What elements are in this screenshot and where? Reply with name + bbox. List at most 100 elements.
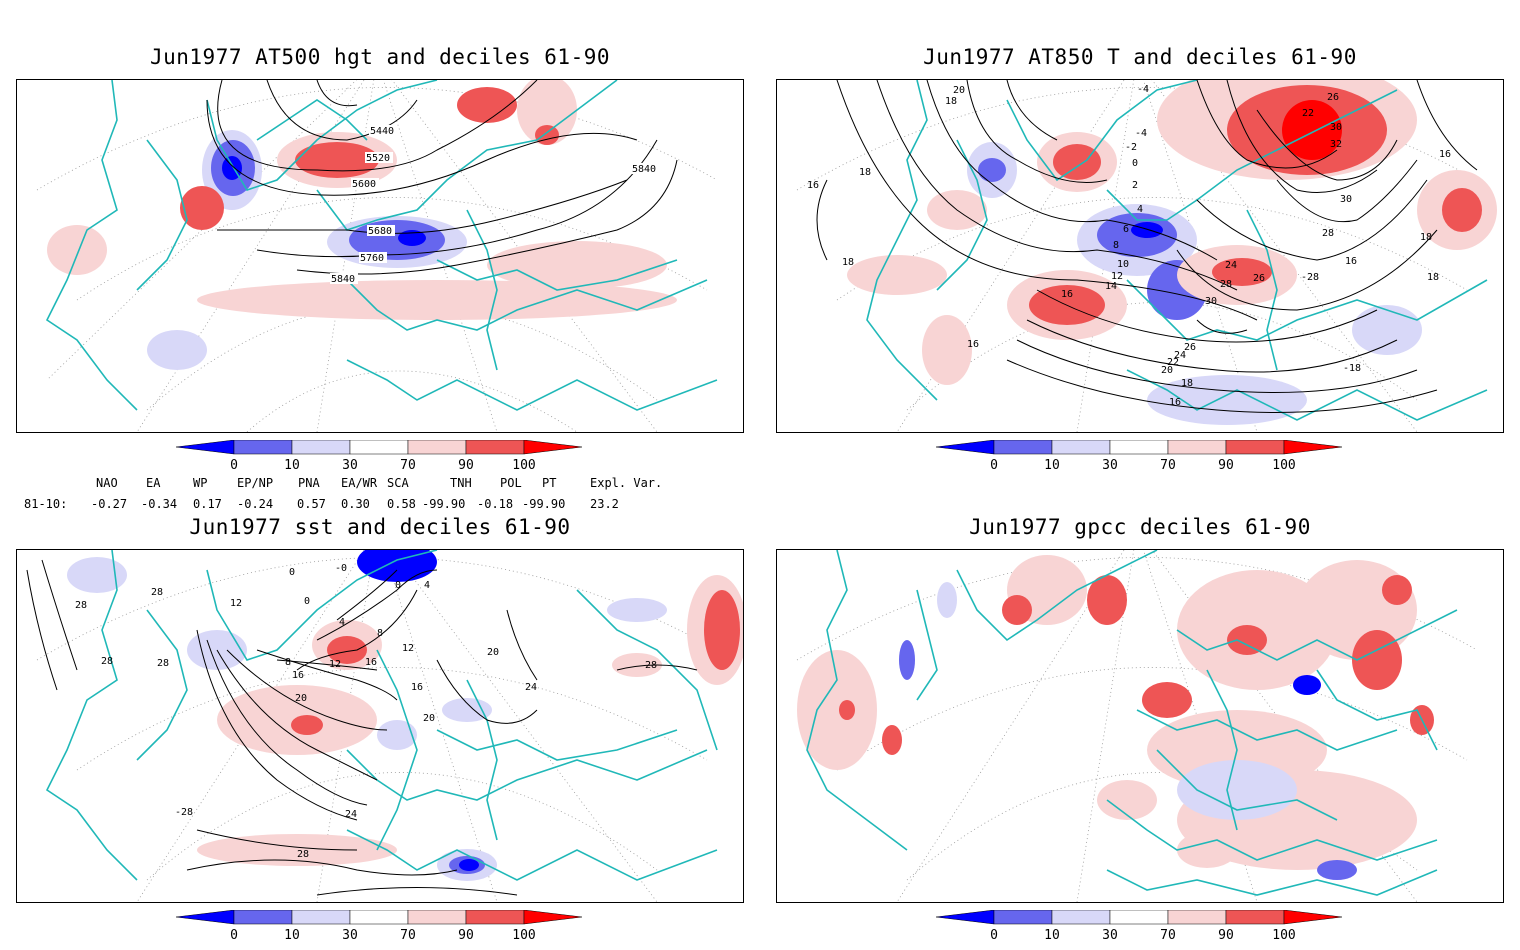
contour-label: 18	[945, 96, 957, 107]
colorbar-tick: 100	[1272, 458, 1296, 473]
panel4-title: Jun1977 gpcc deciles 61-90	[969, 515, 1311, 539]
colorbar-tick: 30	[342, 458, 358, 473]
colorbar-tick: 100	[512, 458, 536, 473]
map-panel-at500: 5440 5520 5600 5680 5760 5840 5840	[16, 79, 744, 433]
map-sst-svg: 28 12 0 0 -0 0 4 4 8 12 16 8 16 20 12 16…	[26, 550, 743, 902]
index-header: WP	[193, 476, 208, 490]
height-contours	[206, 80, 678, 275]
contour-label: 30	[1205, 296, 1217, 307]
colorbar-tick: 30	[1102, 458, 1118, 473]
colorbar-tick: 90	[1218, 928, 1234, 943]
contour-label: 4	[1137, 204, 1143, 215]
contour-label: 5440	[370, 126, 394, 137]
colorbar-swatches	[936, 440, 1343, 455]
contour-label: 14	[1105, 281, 1117, 292]
contour-label: 5840	[331, 274, 355, 285]
contour-label: -0	[335, 563, 347, 574]
index-value: -0.34	[141, 497, 178, 511]
index-value: 0.57	[297, 497, 326, 511]
contour-label: 16	[807, 180, 819, 191]
contour-label: 24	[525, 682, 537, 693]
colorbar-top-right: 0 10 30 70 90 100	[936, 440, 1356, 480]
contour-label: 8	[285, 657, 291, 668]
contour-label: 22	[1302, 108, 1314, 119]
colorbar-swatches	[176, 440, 583, 455]
colorbar-tick: 90	[458, 458, 474, 473]
index-value: -0.24	[237, 497, 274, 511]
colorbar-tick: 100	[1272, 928, 1296, 943]
index-value: -99.90	[422, 497, 466, 511]
contour-label: 24	[1174, 350, 1186, 361]
colorbar-tick: 0	[230, 458, 238, 473]
contour-label: -28	[175, 807, 193, 818]
panel3-title: Jun1977 sst and deciles 61-90	[189, 515, 571, 539]
map-panel-sst: 28 12 0 0 -0 0 4 4 8 12 16 8 16 20 12 16…	[16, 549, 744, 903]
contour-label: 28	[1322, 228, 1334, 239]
index-value: 0.17	[193, 497, 222, 511]
contour-label: 16	[1345, 256, 1357, 267]
colorbar-tick: 70	[1160, 928, 1176, 943]
contour-label: 16	[1439, 149, 1451, 160]
contour-label: 20	[953, 85, 965, 96]
contour-label: 28	[75, 600, 87, 611]
colorbar-tick: 70	[400, 458, 416, 473]
contour-label: 28	[151, 587, 163, 598]
contour-label: 28	[297, 849, 309, 860]
contour-label: 8	[1113, 240, 1119, 251]
contour-label: -28	[1301, 272, 1319, 283]
panel1-title: Jun1977 AT500 hgt and deciles 61-90	[149, 45, 610, 69]
contour-label: 0	[1132, 158, 1138, 169]
contour-label: 6	[1123, 224, 1129, 235]
contour-label: 16	[292, 670, 304, 681]
index-header: EP/NP	[237, 476, 274, 490]
map-at500-svg: 5440 5520 5600 5680 5760 5840 5840	[36, 80, 718, 432]
contour-label: 16	[1061, 289, 1073, 300]
colorbar-tick: 10	[284, 458, 300, 473]
colorbar-tick: 0	[990, 928, 998, 943]
contour-label: 5760	[360, 253, 384, 264]
contour-label: 10	[1117, 259, 1129, 270]
contour-label: 22	[1167, 357, 1179, 368]
contour-label: 26	[1184, 342, 1196, 353]
colorbar-tick: 100	[512, 928, 536, 943]
contour-label: 24	[1225, 260, 1237, 271]
contour-label: 5680	[368, 226, 392, 237]
colorbar-bottom-right: 0 10 30 70 90 100	[936, 910, 1356, 950]
contour-label: 12	[230, 598, 242, 609]
decile-shading	[847, 80, 1497, 425]
index-header: PNA	[298, 476, 320, 490]
map-gpcc-svg	[796, 550, 1478, 902]
contour-label: -4	[1135, 128, 1147, 139]
colorbar-tick: 70	[1160, 458, 1176, 473]
contour-label: 20	[295, 693, 307, 704]
colorbar-tick: 90	[458, 928, 474, 943]
contour-label: 28	[645, 660, 657, 671]
index-header: Expl. Var.	[590, 476, 663, 490]
colorbar-swatches	[176, 910, 583, 925]
map-panel-at850: 18 20 -4 22 26 -4 -2 0 2 4 6 8 10 12 14 …	[776, 79, 1504, 433]
colorbar-tick: 90	[1218, 458, 1234, 473]
contour-label: 0	[395, 580, 401, 591]
contour-label: 20	[487, 647, 499, 658]
contour-label: 28	[101, 656, 113, 667]
index-value: -0.27	[91, 497, 128, 511]
index-value: 0.58	[387, 497, 416, 511]
colorbar-tick: 0	[990, 458, 998, 473]
contour-label: 0	[304, 596, 310, 607]
contour-label: 18	[1181, 378, 1193, 389]
contour-label: 16	[967, 339, 979, 350]
colorbar-swatches	[936, 910, 1343, 925]
index-row-label: 81-10:	[24, 497, 68, 511]
contour-label: 5520	[366, 153, 390, 164]
colorbar-tick: 10	[1044, 928, 1060, 943]
contour-label: 4	[424, 580, 430, 591]
colorbar-tick: 30	[1102, 928, 1118, 943]
panel2-title: Jun1977 AT850 T and deciles 61-90	[923, 45, 1357, 69]
contour-label: 18	[1427, 272, 1439, 283]
index-header: TNH	[450, 476, 472, 490]
contour-label: 30	[1330, 122, 1342, 133]
colorbar-top-left: 0 10 30 70 90 100	[176, 440, 596, 480]
map-panel-gpcc	[776, 549, 1504, 903]
index-header: PT	[542, 476, 557, 490]
contour-label: 26	[1327, 92, 1339, 103]
